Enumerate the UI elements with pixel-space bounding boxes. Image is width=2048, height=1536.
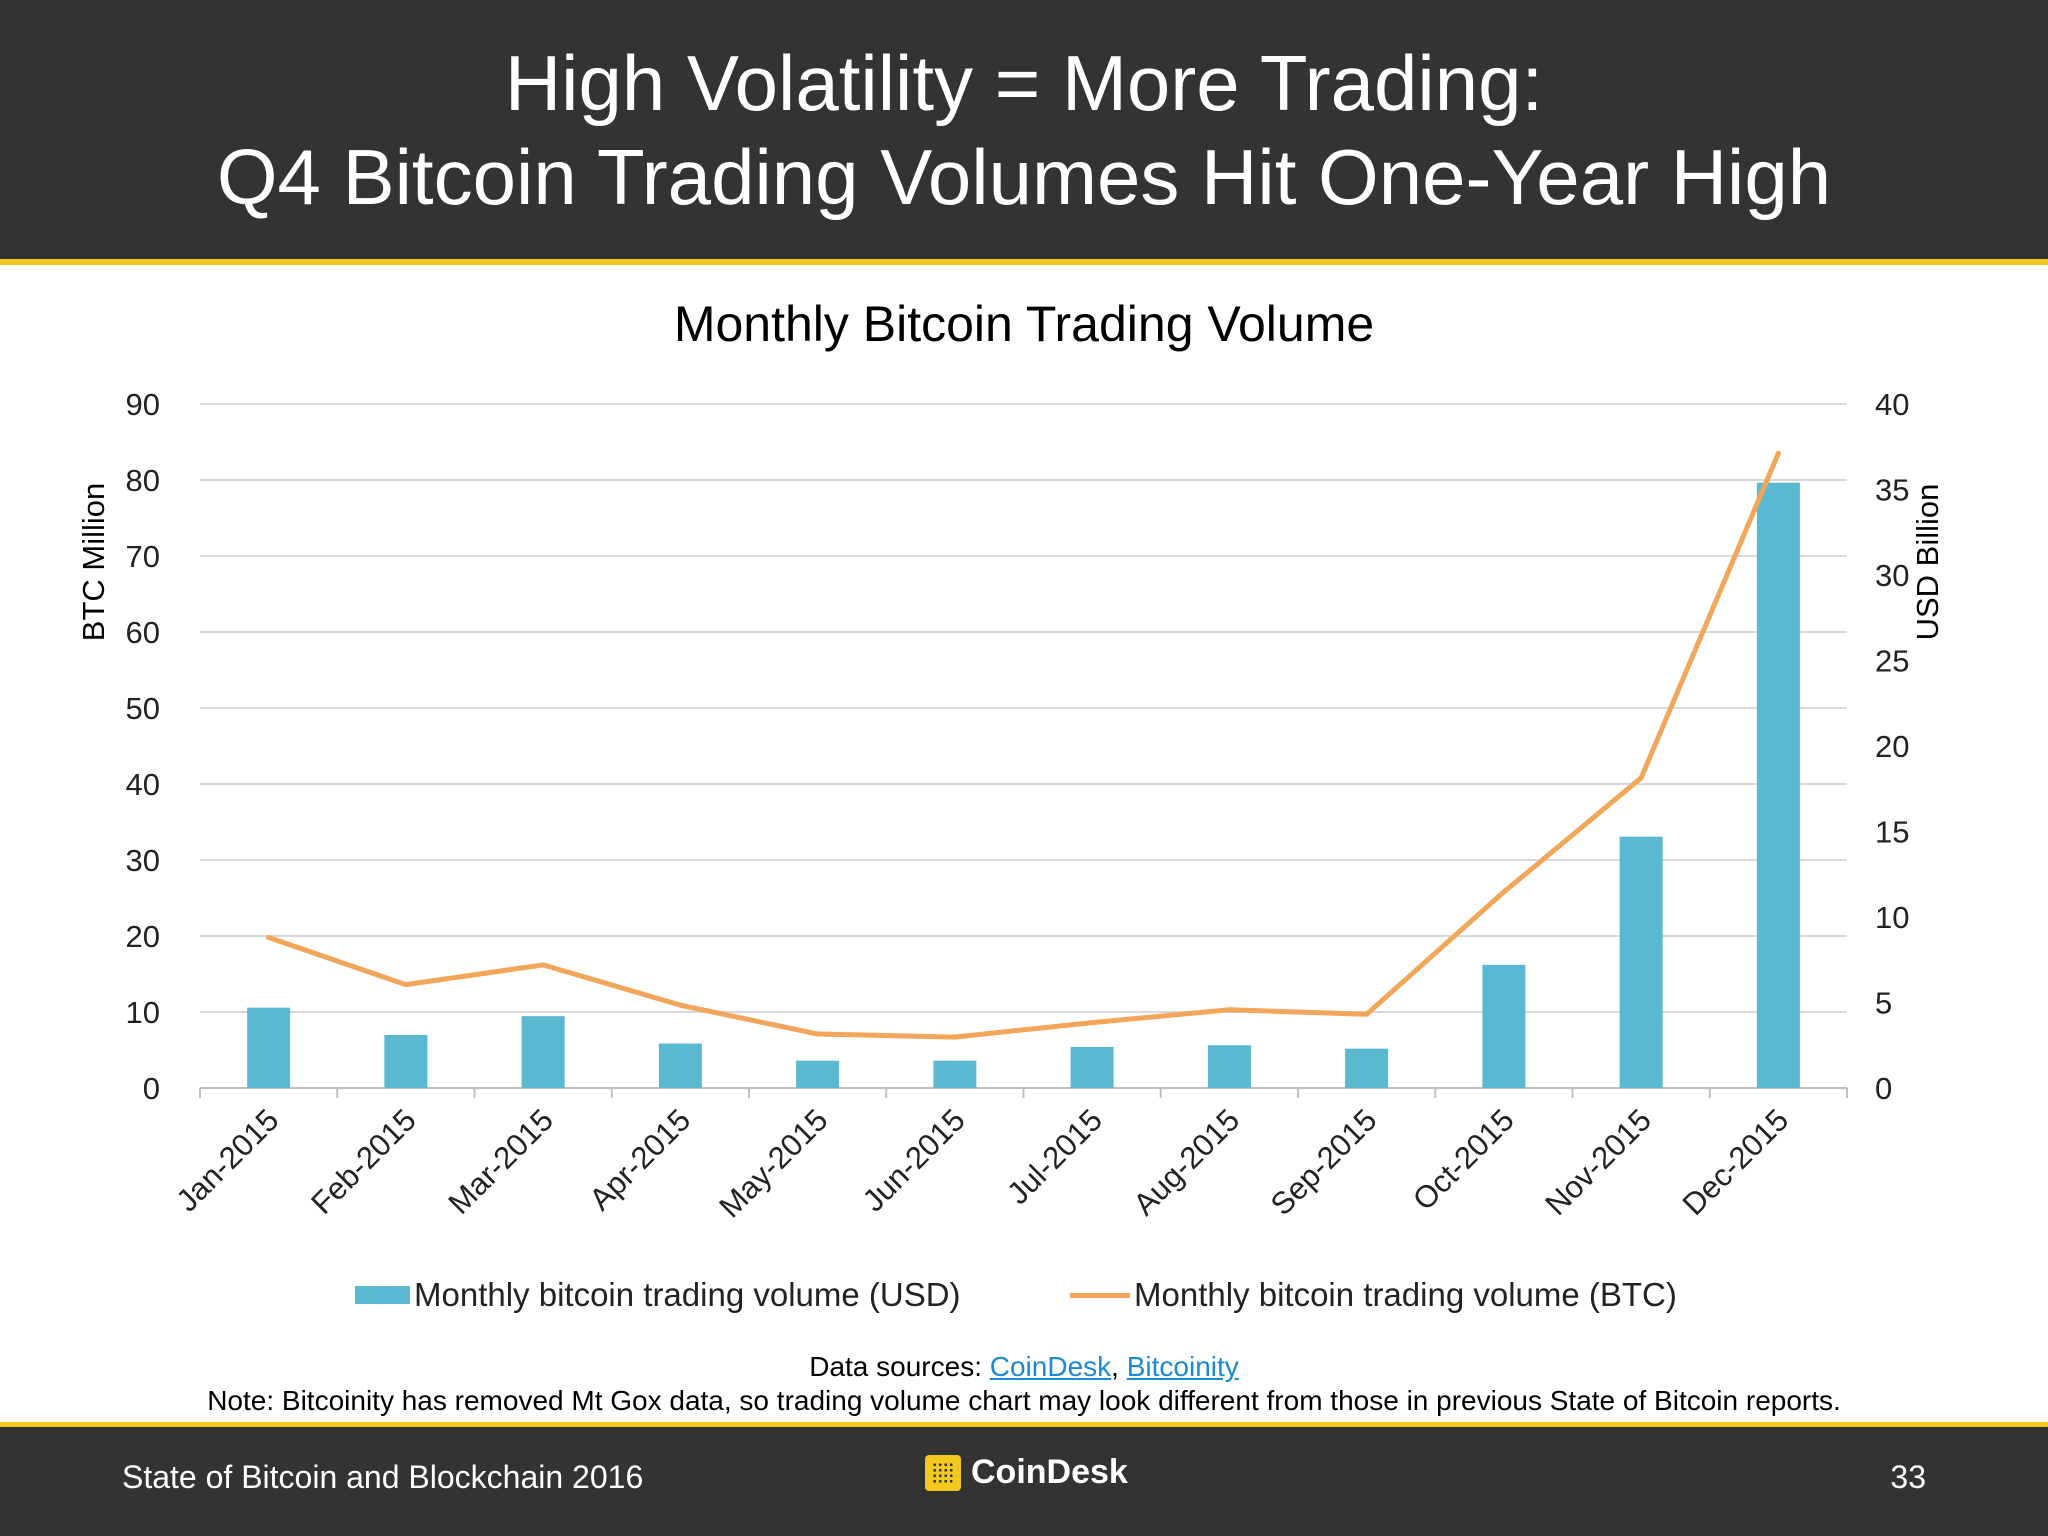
y-left-tick-label: 50 — [126, 691, 160, 726]
y-right-tick-label: 15 — [1875, 815, 1909, 850]
coindesk-brand-text: CoinDesk — [971, 1453, 1128, 1491]
bar — [1207, 1045, 1251, 1088]
series-line-btc — [266, 450, 1781, 1040]
bar — [1345, 1048, 1389, 1088]
line-point — [540, 962, 546, 968]
sources-separator: , — [1111, 1351, 1127, 1382]
y-left-tick-label: 10 — [126, 995, 160, 1030]
x-tick-label: Dec-2015 — [1676, 1102, 1796, 1222]
y-left-tick-label: 80 — [126, 463, 160, 498]
bitcoinity-link[interactable]: Bitcoinity — [1126, 1351, 1239, 1382]
y-left-tick-label: 20 — [126, 919, 160, 954]
bar — [1756, 482, 1800, 1088]
chart-canvas: 0 10 20 30 40 50 60 70 80 90 0 5 10 15 20 25 30 35 40 BTC M… — [76, 387, 1945, 1224]
footer-report-title: State of Bitcoin and Blockchain 2016 — [122, 1459, 644, 1495]
y-left-tick-label: 30 — [126, 843, 160, 878]
legend-item-btc: Monthly bitcoin trading volume (BTC) — [1070, 1276, 1677, 1314]
slide-title-line1: High Volatility = More Trading: — [504, 38, 1544, 127]
chart-legend: Monthly bitcoin trading volume (USD) Mon… — [0, 1276, 2048, 1322]
y-left-axis-title: BTC Million — [76, 483, 111, 641]
x-tick-label: Mar-2015 — [442, 1102, 561, 1221]
y-right-tick-label: 30 — [1875, 558, 1909, 593]
bar — [658, 1043, 702, 1088]
x-tick-label: Jan-2015 — [169, 1102, 285, 1218]
line-point — [1226, 1007, 1232, 1013]
line-point — [1775, 450, 1781, 456]
line-point — [1501, 889, 1507, 895]
slide-header: High Volatility = More Trading: Q4 Bitco… — [0, 0, 2048, 265]
sources-note: Note: Bitcoinity has removed Mt Gox data… — [207, 1385, 1841, 1416]
legend-item-usd: Monthly bitcoin trading volume (USD) — [355, 1276, 961, 1314]
coindesk-logo-icon — [925, 1454, 961, 1491]
x-tick-label: Nov-2015 — [1538, 1102, 1658, 1222]
sources-line: Data sources: CoinDesk, Bitcoinity — [0, 1350, 2048, 1384]
bar — [247, 1007, 291, 1088]
x-tick-label: Jul-2015 — [1000, 1102, 1109, 1211]
line-point — [1638, 775, 1644, 781]
line-point — [403, 982, 409, 988]
y-left-tick-label: 40 — [126, 767, 160, 802]
data-sources: Data sources: CoinDesk, Bitcoinity Note:… — [0, 1350, 2048, 1418]
y-left-tick-label: 90 — [126, 387, 160, 422]
bar — [933, 1060, 977, 1088]
bar — [1619, 836, 1663, 1088]
y-right-tick-label: 10 — [1875, 900, 1909, 935]
bar — [384, 1034, 428, 1088]
x-tick-label: Oct-2015 — [1406, 1102, 1521, 1217]
chart-title: Monthly Bitcoin Trading Volume — [673, 296, 1375, 352]
legend-swatch-line — [1070, 1292, 1130, 1298]
line-point — [815, 1031, 821, 1037]
legend-label-usd: Monthly bitcoin trading volume (USD) — [414, 1276, 961, 1313]
bar — [796, 1060, 840, 1088]
x-tick-label: Sep-2015 — [1264, 1102, 1384, 1222]
bar — [1482, 964, 1526, 1088]
line-point — [1364, 1011, 1370, 1017]
coindesk-link[interactable]: CoinDesk — [989, 1351, 1112, 1382]
y-right-tick-label: 0 — [1875, 1071, 1892, 1106]
line-point — [952, 1034, 958, 1040]
sources-prefix: Data sources: — [809, 1351, 990, 1382]
bar — [1070, 1046, 1114, 1088]
line-point — [1089, 1020, 1095, 1026]
y-left-tick-label: 70 — [126, 539, 160, 574]
y-left-tick-label: 60 — [126, 615, 160, 650]
bar — [521, 1016, 565, 1088]
page-number: 33 — [1890, 1459, 1926, 1495]
slide-footer: State of Bitcoin and Blockchain 2016 Coi… — [0, 1422, 2048, 1536]
y-right-axis-title: USD Billion — [1910, 484, 1945, 641]
x-tick-label: Feb-2015 — [304, 1102, 423, 1221]
legend-label-btc: Monthly bitcoin trading volume (BTC) — [1134, 1276, 1677, 1313]
y-right-tick-label: 20 — [1875, 729, 1909, 764]
line-point — [677, 1002, 683, 1008]
x-tick-label: Jun-2015 — [856, 1102, 972, 1218]
y-right-tick-label: 35 — [1875, 473, 1909, 508]
y-right-tick-label: 40 — [1875, 387, 1909, 422]
y-right-tick-label: 5 — [1875, 986, 1892, 1021]
line-point — [266, 935, 272, 941]
slide-title-line2: Q4 Bitcoin Trading Volumes Hit One-Year … — [216, 132, 1832, 221]
y-right-tick-label: 25 — [1875, 644, 1909, 679]
legend-swatch-bar — [355, 1286, 410, 1304]
coindesk-logo: CoinDesk — [925, 1453, 1128, 1492]
x-tick-label: Aug-2015 — [1127, 1102, 1247, 1222]
x-tick-label: Apr-2015 — [582, 1102, 697, 1217]
y-left-tick-label: 0 — [143, 1071, 160, 1106]
x-tick-label: May-2015 — [712, 1102, 834, 1224]
